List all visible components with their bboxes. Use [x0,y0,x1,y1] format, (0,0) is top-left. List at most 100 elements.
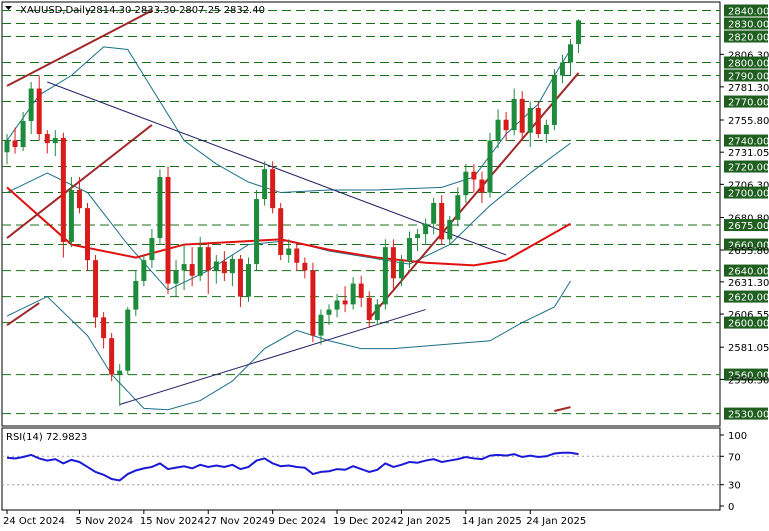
rsi-line [6,451,579,482]
candlesticks [4,19,582,406]
svg-text:30: 30 [728,481,741,492]
svg-text:2820.00: 2820.00 [728,33,769,44]
svg-text:2731.05: 2731.05 [728,148,769,159]
candle [270,161,276,214]
price-label: 2790.00 [724,69,769,83]
candle [68,176,74,248]
candle [527,101,533,148]
moving-average [6,186,571,267]
svg-text:2675.00: 2675.00 [728,221,769,232]
candle [12,127,18,154]
price-label: 2631.30 [720,278,769,289]
candle [52,130,58,157]
price-label: 2560.00 [724,368,769,382]
price-panel: XAUUSD,Daily 2814.30 2833.30 2807.25 283… [1,1,721,427]
candle [221,251,227,281]
rsi-panel: RSI(14) 72.9823 [1,427,721,511]
svg-text:2600.00: 2600.00 [728,319,769,330]
time-label: 2 Jan 2025 [397,510,451,527]
svg-text:2740.00: 2740.00 [728,137,769,148]
candle [237,254,243,307]
candle [189,247,195,287]
price-label: 2700.00 [724,186,769,200]
price-label: 2581.05 [720,343,769,354]
candle [149,228,155,268]
price-label: 2755.80 [720,116,769,127]
candle [519,91,525,141]
candle [390,239,396,289]
candle [117,364,123,406]
time-label: 14 Jan 2025 [462,510,522,527]
candle [398,254,404,287]
rsi-tick-label: 100 [720,431,747,442]
channel-line [554,406,571,412]
price-label: 2530.00 [724,407,769,421]
candle [205,241,211,294]
svg-text:100: 100 [728,431,747,442]
channel-line [368,72,580,320]
chart-title: XAUUSD,Daily [20,5,91,16]
candle [495,109,501,149]
price-label: 2781.30 [720,83,769,94]
candle [101,312,107,349]
rsi-tick-label: 30 [720,481,741,492]
svg-text:15 Nov 2024: 15 Nov 2024 [140,516,204,527]
candle [28,82,34,135]
candle [503,111,509,141]
candle [165,166,171,294]
candle [479,171,485,203]
time-label: 24 Oct 2024 [3,510,65,527]
svg-text:14 Jan 2025: 14 Jan 2025 [462,516,522,527]
svg-text:2581.05: 2581.05 [728,343,769,354]
candle [4,134,10,164]
candle [342,286,348,313]
time-label: 5 Nov 2024 [75,510,133,527]
svg-text:2660.00: 2660.00 [728,241,769,252]
candle [44,130,50,154]
svg-text:2790.00: 2790.00 [728,72,769,83]
candle [463,163,469,203]
candle [294,241,300,271]
svg-text:2806.30: 2806.30 [728,50,769,61]
candle [471,163,477,193]
channel-line [6,9,153,87]
svg-text:5 Nov 2024: 5 Nov 2024 [75,516,133,527]
candle [246,257,251,302]
candle [173,260,179,297]
candle [551,69,557,131]
price-label: 2620.00 [724,290,769,304]
price-label: 2800.00 [724,56,769,70]
candle [382,239,388,310]
price-label: 2606.55 [720,310,769,321]
svg-text:2830.00: 2830.00 [728,20,769,31]
candle [60,132,66,258]
candle [407,231,412,268]
candle [543,119,549,144]
rsi-title: RSI(14) 72.9823 [6,432,87,443]
rsi-tick-label: 70 [720,452,741,463]
price-label: 2830.00 [724,17,769,31]
svg-text:9 Dec 2024: 9 Dec 2024 [269,516,327,527]
collapse-triangle-icon[interactable] [5,6,12,10]
svg-text:2556.30: 2556.30 [728,375,769,386]
candle [109,332,115,382]
svg-text:19 Dec 2024: 19 Dec 2024 [333,516,397,527]
price-label: 2660.00 [724,238,769,252]
price-label: 2731.05 [720,148,769,159]
svg-text:24 Jan 2025: 24 Jan 2025 [526,516,586,527]
svg-text:2530.00: 2530.00 [728,410,769,421]
candle [455,187,461,227]
candle [318,309,324,345]
candle [559,54,565,84]
candle [447,215,453,245]
svg-text:27 Nov 2024: 27 Nov 2024 [204,516,268,527]
price-label: 2556.30 [720,375,769,386]
candle [350,277,356,310]
candle [302,257,308,279]
svg-text:2755.80: 2755.80 [728,116,769,127]
candle [157,169,163,245]
time-label: 9 Dec 2024 [269,510,327,527]
channel-line [6,302,40,327]
svg-text:2720.00: 2720.00 [728,163,769,174]
